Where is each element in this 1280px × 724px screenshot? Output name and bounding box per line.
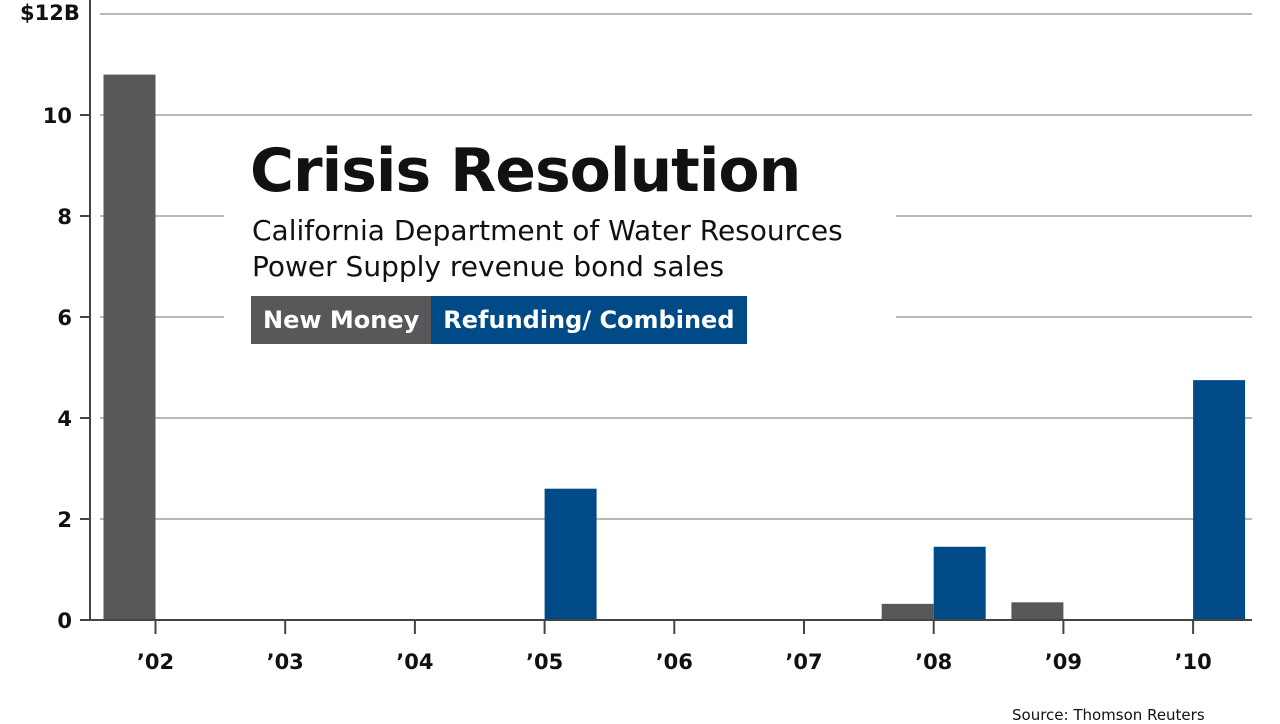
subtitle-line-2: Power Supply revenue bond sales bbox=[252, 250, 725, 283]
y-tick-label-2: 4 bbox=[57, 407, 72, 431]
y-tick-label-3: 6 bbox=[57, 306, 72, 330]
axes: 0 2 4 6 8 10 ’02 ’03 ’04 ’05 ’06 ’07 ’08 ’09 ’10 bbox=[43, 0, 1252, 674]
y-axis-label: $12B bbox=[20, 1, 80, 25]
x-tick-label-7: ’09 bbox=[1045, 650, 1082, 674]
source-note: Source: Thomson Reuters bbox=[1012, 706, 1205, 724]
bars bbox=[103, 74, 1246, 621]
bar-refunding-6 bbox=[933, 546, 986, 620]
bar-refunding-3 bbox=[544, 488, 597, 620]
x-tick-label-6: ’08 bbox=[915, 650, 952, 674]
y-tick-label-4: 8 bbox=[57, 205, 72, 229]
bar-new-money-6 bbox=[881, 603, 934, 620]
x-tick-label-3: ’05 bbox=[526, 650, 563, 674]
chart-subtitle: California Department of Water Resources… bbox=[252, 213, 843, 285]
x-tick-label-8: ’10 bbox=[1174, 650, 1211, 674]
y-tick-label-1: 2 bbox=[57, 508, 72, 532]
bar-new-money-7 bbox=[1011, 602, 1064, 620]
x-tick-label-2: ’04 bbox=[396, 650, 433, 674]
subtitle-line-1: California Department of Water Resources bbox=[252, 214, 843, 247]
x-tick-label-0: ’02 bbox=[137, 650, 174, 674]
bar-refunding-8 bbox=[1193, 380, 1246, 620]
x-tick-label-1: ’03 bbox=[267, 650, 304, 674]
legend: New Money Refunding/ Combined bbox=[251, 296, 747, 344]
x-tick-label-5: ’07 bbox=[785, 650, 822, 674]
legend-item-refunding-combined: Refunding/ Combined bbox=[431, 296, 747, 344]
legend-item-new-money: New Money bbox=[251, 296, 432, 344]
chart-title: Crisis Resolution bbox=[250, 136, 801, 206]
y-tick-label-5: 10 bbox=[43, 104, 72, 128]
x-tick-label-4: ’06 bbox=[656, 650, 693, 674]
bar-new-money-0 bbox=[103, 74, 156, 621]
y-tick-label-0: 0 bbox=[57, 609, 72, 633]
